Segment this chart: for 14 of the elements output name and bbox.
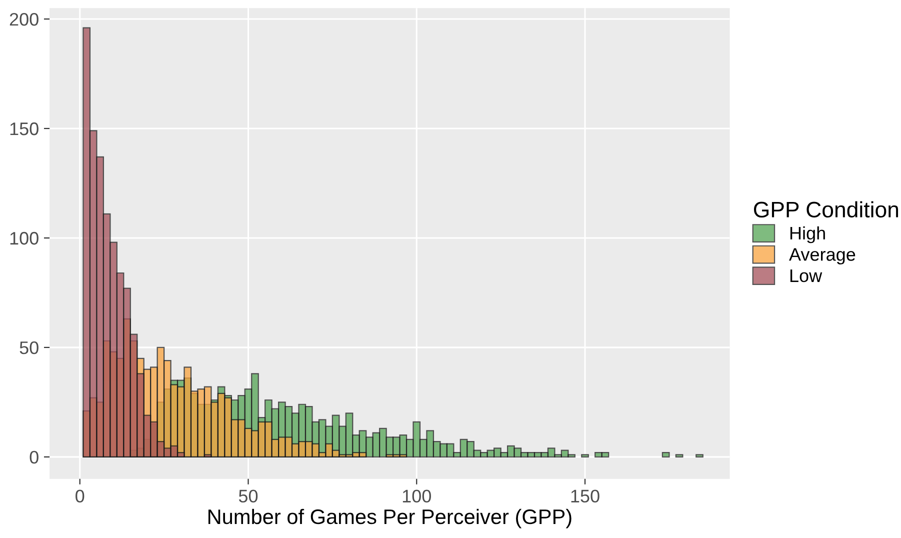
x-tick-label: 100 <box>402 490 431 502</box>
legend-label: Low <box>790 270 822 282</box>
y-tick-label: 50 <box>20 341 38 354</box>
legend-label: Average <box>789 248 856 264</box>
legend-label: High <box>790 226 825 244</box>
y-tick-label: 0 <box>30 450 38 464</box>
x-axis-title: Number of Games Per Perceiver (GPP) <box>208 508 572 528</box>
x-tick-label: 150 <box>571 490 600 502</box>
x-tick-label: 0 <box>76 490 84 502</box>
legend-title: GPP Condition <box>754 201 898 218</box>
y-tick-label: 150 <box>10 122 38 136</box>
y-tick-label: 200 <box>10 12 38 26</box>
y-tick-label: 100 <box>10 232 38 245</box>
x-tick-label: 50 <box>238 490 258 502</box>
